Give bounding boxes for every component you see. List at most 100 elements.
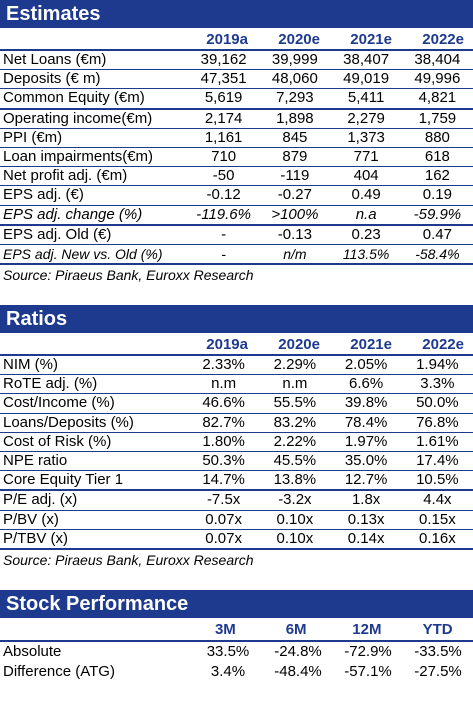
- table-row: P/BV (x) 0.07x 0.10x 0.13x 0.15x: [0, 511, 473, 530]
- table-cell: 771: [353, 147, 379, 165]
- row-label: Deposits (€ m): [3, 70, 101, 88]
- table-cell: 1.8x: [351, 491, 381, 509]
- table-cell: -0.27: [277, 186, 312, 204]
- table-row: Cost of Risk (%) 1.80% 2.22% 1.97% 1.61%: [0, 433, 473, 452]
- table-row: RoTE adj. (%) n.m n.m 6.6% 3.3%: [0, 375, 473, 395]
- table-cell: 1.80%: [202, 432, 245, 450]
- table-row: NIM (%) 2.33% 2.29% 2.05% 1.94%: [0, 356, 473, 376]
- row-label: Cost/Income (%): [3, 394, 115, 412]
- table-cell: 5,619: [204, 89, 243, 107]
- column-header: 2022e: [422, 31, 464, 48]
- table-row: Deposits (€ m) 47,351 48,060 49,019 49,996: [0, 70, 473, 90]
- table-cell: 0.15x: [419, 510, 456, 528]
- table-cell: 113.5%: [342, 245, 390, 262]
- table-cell: 13.8%: [273, 471, 317, 489]
- table-row: Cost/Income (%) 46.6% 55.5% 39.8% 50.0%: [0, 394, 473, 414]
- row-label: Loans/Deposits (%): [3, 413, 134, 431]
- table-row: PPI (€m) 1,161 845 1,373 880: [0, 129, 473, 148]
- table-cell: 83.2%: [273, 413, 317, 431]
- table-cell: 82.7%: [202, 413, 245, 431]
- table-cell: 2.33%: [202, 356, 245, 374]
- table-row: Core Equity Tier 1 14.7% 13.8% 12.7% 10.5%: [0, 471, 473, 492]
- table-cell: 404: [353, 167, 379, 185]
- table-cell: 0.07x: [205, 510, 242, 528]
- table-cell: 880: [424, 128, 450, 146]
- table-row: EPS adj. New vs. Old (%) - n/m 113.5% -58.4%: [0, 245, 473, 266]
- row-label: Net profit adj. (€m): [3, 167, 128, 185]
- table-cell: 3.3%: [420, 375, 455, 393]
- table-cell: -48.4%: [274, 662, 322, 680]
- row-label: Absolute: [3, 642, 62, 660]
- row-label: NIM (%): [3, 356, 58, 374]
- table-cell: 14.7%: [202, 471, 245, 489]
- table-cell: -58.4%: [415, 245, 460, 262]
- table-cell: 3.4%: [210, 662, 246, 680]
- column-header: 2020e: [278, 336, 320, 354]
- table-row: EPS adj. Old (€) - -0.13 0.23 0.47: [0, 226, 473, 245]
- table-cell: 2,279: [347, 109, 385, 127]
- table-cell: n.a: [355, 205, 377, 223]
- table-row: P/TBV (x) 0.07x 0.10x 0.14x 0.16x: [0, 530, 473, 550]
- table-cell: -24.8%: [274, 642, 322, 660]
- estimates-table-body: Net Loans (€m) 39,162 39,999 38,407 38,404 De…: [0, 51, 473, 266]
- table-cell: 50.3%: [202, 452, 245, 469]
- table-row: Loan impairments(€m) 710 879 771 618: [0, 147, 473, 168]
- table-cell: 0.13x: [347, 510, 385, 528]
- column-header: 2022e: [422, 336, 464, 354]
- table-cell: -119: [280, 167, 310, 185]
- table-cell: 1,373: [347, 128, 385, 146]
- table-cell: 12.7%: [344, 471, 388, 489]
- table-cell: 35.0%: [344, 452, 388, 469]
- row-label: Operating income(€m): [3, 109, 153, 127]
- table-row: Operating income(€m) 2,174 1,898 2,279 1,759: [0, 110, 473, 129]
- estimates-header-row: 2019a 2020e 2021e 2022e: [0, 30, 473, 51]
- column-header: 2019a: [206, 336, 248, 354]
- table-cell: 1,161: [204, 128, 243, 146]
- row-label: Net Loans (€m): [3, 51, 107, 68]
- table-cell: n.m: [282, 375, 308, 393]
- ratios-source: Source: Piraeus Bank, Euroxx Research: [3, 551, 254, 568]
- table-cell: 48,060: [271, 70, 318, 88]
- table-cell: 2.05%: [344, 356, 388, 374]
- ratios-table-body: NIM (%) 2.33% 2.29% 2.05% 1.94% RoTE adj. (%)…: [0, 356, 473, 550]
- table-cell: -: [221, 225, 227, 243]
- performance-title: Stock Performance: [0, 589, 473, 618]
- row-label: Cost of Risk (%): [3, 432, 112, 450]
- table-cell: 845: [282, 128, 308, 146]
- table-cell: 1.94%: [416, 356, 459, 374]
- table-cell: -119.6%: [196, 205, 251, 223]
- table-row: EPS adj. (€) -0.12 -0.27 0.49 0.19: [0, 186, 473, 206]
- table-row: Common Equity (€m) 5,619 7,293 5,411 4,821: [0, 89, 473, 110]
- table-cell: 618: [424, 147, 450, 165]
- table-cell: -72.9%: [344, 642, 392, 660]
- table-cell: 38,404: [414, 51, 461, 68]
- table-cell: 2.22%: [273, 432, 317, 450]
- table-cell: 0.07x: [205, 529, 242, 547]
- row-label: Common Equity (€m): [3, 89, 145, 107]
- table-cell: 6.6%: [349, 375, 384, 393]
- table-cell: 0.47: [422, 225, 452, 243]
- table-cell: -3.2x: [278, 491, 312, 509]
- column-header: 12M: [352, 620, 382, 638]
- table-cell: 46.6%: [202, 394, 245, 412]
- table-cell: 5,411: [347, 89, 385, 107]
- table-cell: 47,351: [200, 70, 247, 88]
- table-cell: -0.12: [206, 186, 241, 204]
- row-label: P/E adj. (x): [3, 491, 78, 509]
- table-cell: 4,821: [418, 89, 457, 107]
- table-row: NPE ratio 50.3% 45.5% 35.0% 17.4%: [0, 452, 473, 472]
- row-label: PPI (€m): [3, 128, 63, 146]
- estimates-source: Source: Piraeus Bank, Euroxx Research: [3, 267, 254, 284]
- table-cell: 49,996: [414, 70, 461, 88]
- table-row: EPS adj. change (%) -119.6% >100% n.a -59.9%: [0, 206, 473, 226]
- table-cell: 710: [211, 147, 237, 165]
- table-cell: 0.14x: [347, 529, 385, 547]
- table-row: Absolute 33.5% -24.8% -72.9% -33.5%: [0, 642, 473, 662]
- table-cell: 4.4x: [423, 491, 452, 509]
- column-header: 2020e: [278, 31, 320, 48]
- table-cell: 0.23: [351, 225, 381, 243]
- table-cell: 38,407: [343, 51, 390, 68]
- column-header: 2021e: [350, 336, 392, 354]
- table-row: P/E adj. (x) -7.5x -3.2x 1.8x 4.4x: [0, 491, 473, 511]
- performance-table-body: Absolute 33.5% -24.8% -72.9% -33.5% Differenc…: [0, 642, 473, 682]
